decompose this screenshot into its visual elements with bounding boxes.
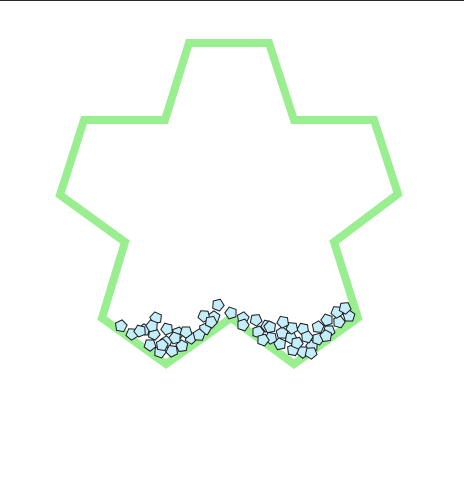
pentagon-pieces-group — [114, 298, 356, 360]
pentagon-piece[interactable] — [192, 328, 206, 341]
pentagon-piece[interactable] — [273, 337, 286, 351]
pentagon-piece[interactable] — [338, 302, 352, 315]
pentagon-piece[interactable] — [237, 318, 250, 332]
pentagon-piece[interactable] — [212, 298, 225, 312]
pentagon-piece[interactable] — [179, 326, 193, 339]
pentagon-piece[interactable] — [333, 315, 346, 329]
pentagon-piece[interactable] — [311, 320, 325, 333]
pentagon-piece[interactable] — [285, 322, 299, 335]
pentagon-piece[interactable] — [320, 313, 333, 327]
pentagon-piece[interactable] — [301, 330, 314, 344]
pentagon-piece[interactable] — [175, 339, 189, 352]
pentagon-piece[interactable] — [114, 319, 128, 333]
pentagon-piece[interactable] — [304, 347, 318, 360]
pentagon-piece[interactable] — [291, 336, 304, 350]
pentagon-piece[interactable] — [145, 319, 158, 333]
pentagon-piece[interactable] — [249, 314, 263, 327]
pentagon-piece[interactable] — [257, 333, 270, 347]
pentagon-piece[interactable] — [276, 315, 290, 329]
pentagon-piece[interactable] — [165, 344, 179, 358]
pentagon-piece[interactable] — [160, 322, 173, 336]
window-top-border — [0, 0, 464, 1]
pentagon-piece[interactable] — [319, 329, 333, 343]
pentagon-piece[interactable] — [204, 315, 218, 329]
pentagon-piece[interactable] — [168, 331, 181, 345]
pentagon-piece[interactable] — [224, 306, 237, 320]
pentagon-piece[interactable] — [133, 324, 146, 338]
pentagon-piece[interactable] — [143, 339, 157, 352]
pentagon-piece[interactable] — [263, 320, 277, 334]
pentagon-piece[interactable] — [155, 338, 169, 352]
